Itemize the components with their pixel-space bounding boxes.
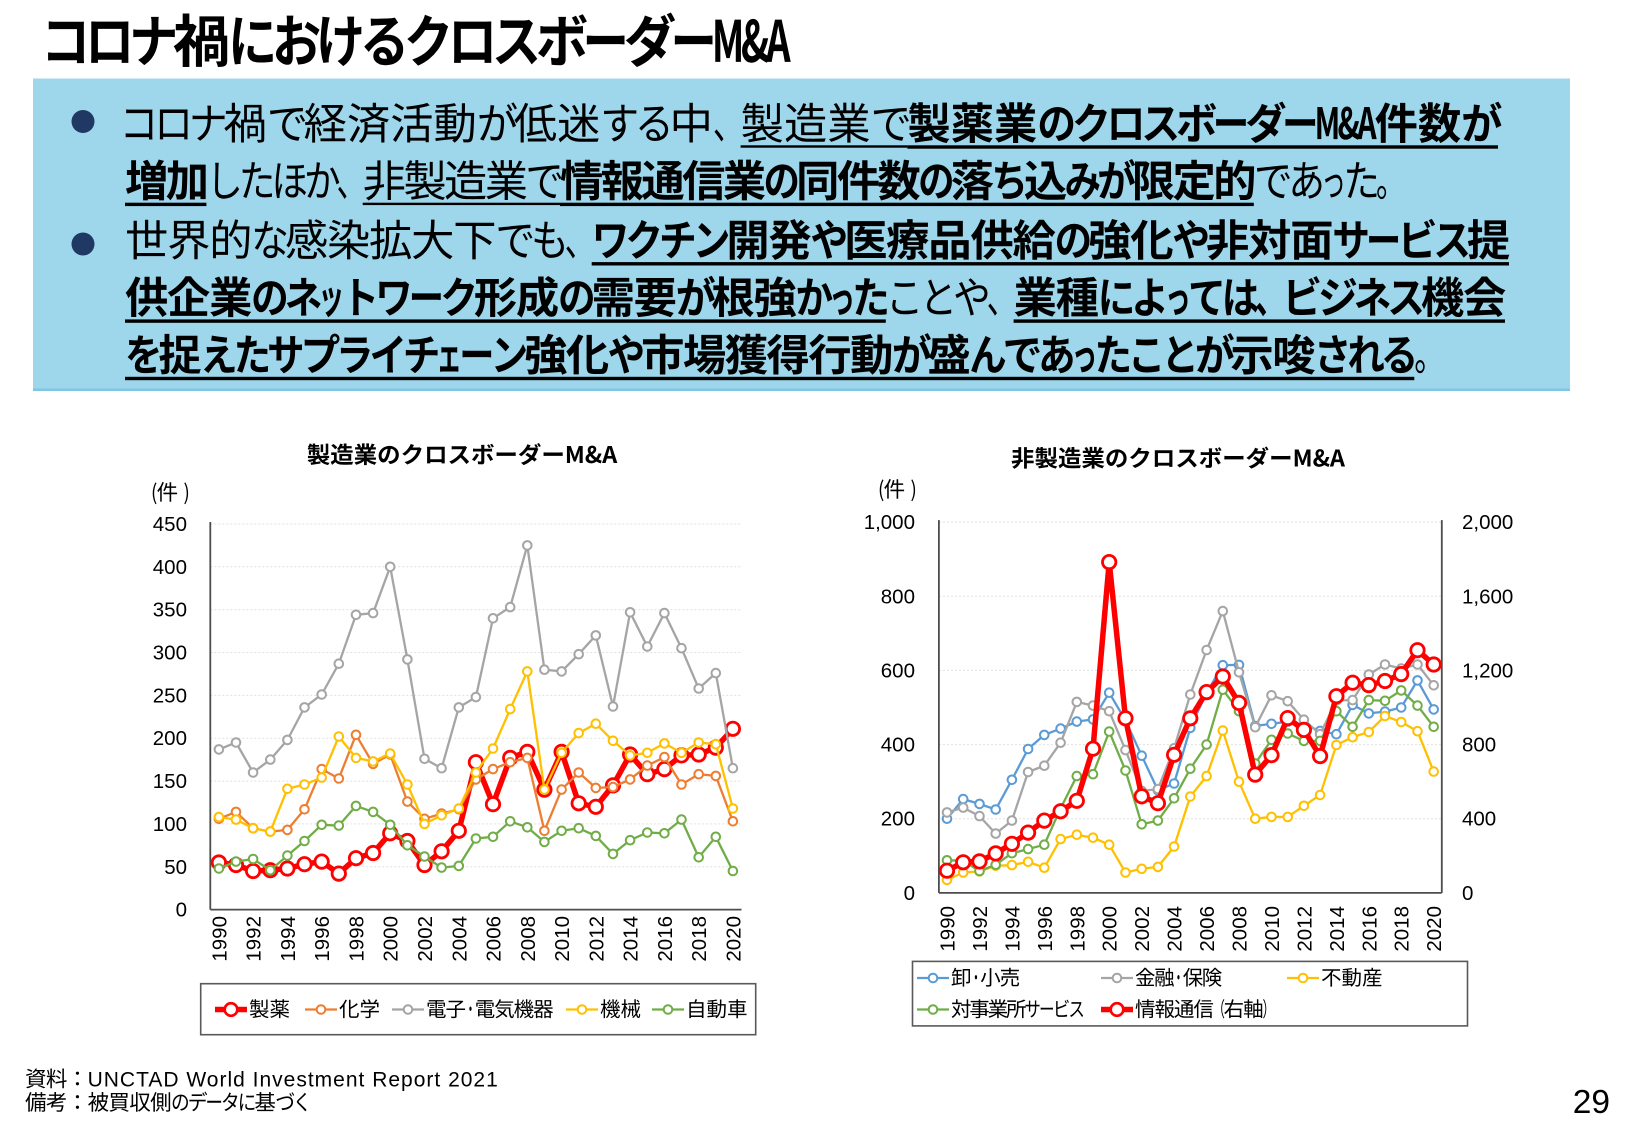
svg-text:600: 600: [881, 659, 915, 682]
svg-text:250: 250: [153, 684, 187, 707]
svg-text:1996: 1996: [311, 916, 334, 962]
svg-text:2020: 2020: [722, 916, 745, 962]
svg-text:2014: 2014: [1326, 906, 1349, 952]
svg-text:0: 0: [904, 882, 915, 905]
svg-text:2018: 2018: [1391, 906, 1414, 952]
svg-text:800: 800: [881, 585, 915, 608]
svg-text:2004: 2004: [448, 916, 471, 962]
svg-text:0: 0: [176, 899, 187, 922]
svg-text:1,600: 1,600: [1462, 585, 1513, 608]
svg-text:2010: 2010: [1261, 906, 1284, 952]
svg-text:1996: 1996: [1034, 906, 1057, 952]
svg-text:2002: 2002: [1131, 906, 1154, 952]
svg-text:1992: 1992: [243, 916, 266, 962]
svg-text:450: 450: [153, 513, 187, 536]
svg-text:UNCTAD World Investment Report: UNCTAD World Investment Report 2021: [88, 1069, 499, 1092]
svg-text:1990: 1990: [208, 916, 231, 962]
svg-text:2006: 2006: [1196, 906, 1219, 952]
svg-text:2012: 2012: [1293, 906, 1316, 952]
svg-text:800: 800: [1462, 734, 1496, 757]
svg-text:100: 100: [153, 813, 187, 836]
svg-text:200: 200: [881, 808, 915, 831]
svg-text:400: 400: [1462, 808, 1496, 831]
svg-text:2014: 2014: [620, 916, 643, 962]
svg-text:1994: 1994: [277, 916, 300, 962]
svg-text:2016: 2016: [1358, 906, 1381, 952]
svg-text:29: 29: [1573, 1084, 1610, 1121]
svg-text:1,200: 1,200: [1462, 659, 1513, 682]
svg-text:2010: 2010: [551, 916, 574, 962]
svg-text:400: 400: [153, 556, 187, 579]
svg-text:2,000: 2,000: [1462, 511, 1513, 534]
svg-text:0: 0: [1462, 882, 1473, 905]
svg-text:50: 50: [164, 856, 187, 879]
svg-text:2020: 2020: [1423, 906, 1446, 952]
svg-text:2000: 2000: [380, 916, 403, 962]
svg-text:2000: 2000: [1099, 906, 1122, 952]
svg-text:2002: 2002: [414, 916, 437, 962]
svg-text:400: 400: [881, 734, 915, 757]
svg-text:1992: 1992: [969, 906, 992, 952]
svg-text:2016: 2016: [654, 916, 677, 962]
svg-text:1998: 1998: [346, 916, 369, 962]
svg-text:150: 150: [153, 770, 187, 793]
svg-text:1998: 1998: [1066, 906, 1089, 952]
svg-text:350: 350: [153, 599, 187, 622]
svg-text:1,000: 1,000: [864, 511, 915, 534]
svg-text:1990: 1990: [937, 906, 960, 952]
svg-text:2008: 2008: [1229, 906, 1252, 952]
svg-text:200: 200: [153, 727, 187, 750]
svg-text:2004: 2004: [1164, 906, 1187, 952]
svg-text:2008: 2008: [517, 916, 540, 962]
svg-text:2018: 2018: [688, 916, 711, 962]
svg-text:2006: 2006: [483, 916, 506, 962]
svg-text:300: 300: [153, 642, 187, 665]
svg-text:2012: 2012: [585, 916, 608, 962]
svg-text:1994: 1994: [1001, 906, 1024, 952]
